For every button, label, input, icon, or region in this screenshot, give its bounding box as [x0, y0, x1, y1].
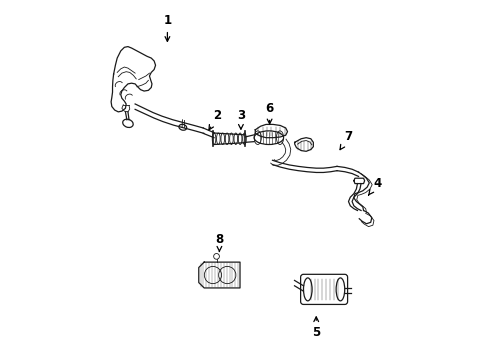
Text: 3: 3 — [236, 109, 244, 129]
Text: 7: 7 — [339, 130, 352, 150]
Text: 1: 1 — [163, 14, 171, 41]
Text: 2: 2 — [208, 109, 221, 130]
Text: 8: 8 — [215, 233, 223, 252]
Text: 5: 5 — [311, 317, 320, 339]
Text: 4: 4 — [368, 177, 381, 195]
Text: 6: 6 — [265, 102, 273, 124]
